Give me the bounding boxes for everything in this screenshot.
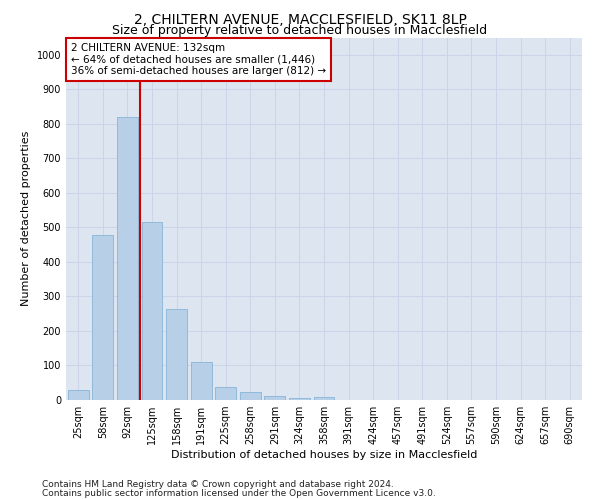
Bar	[191, 362, 212, 400]
Bar	[68, 390, 89, 400]
X-axis label: Distribution of detached houses by size in Macclesfield: Distribution of detached houses by size …	[171, 450, 477, 460]
Bar	[314, 397, 334, 400]
Bar	[142, 222, 163, 400]
Bar	[117, 117, 138, 400]
Text: Size of property relative to detached houses in Macclesfield: Size of property relative to detached ho…	[112, 24, 488, 37]
Y-axis label: Number of detached properties: Number of detached properties	[21, 131, 31, 306]
Bar	[92, 235, 113, 400]
Bar	[240, 392, 261, 400]
Bar	[215, 387, 236, 400]
Text: 2, CHILTERN AVENUE, MACCLESFIELD, SK11 8LP: 2, CHILTERN AVENUE, MACCLESFIELD, SK11 8…	[134, 12, 466, 26]
Bar	[265, 396, 286, 400]
Bar	[289, 398, 310, 400]
Text: Contains public sector information licensed under the Open Government Licence v3: Contains public sector information licen…	[42, 489, 436, 498]
Text: 2 CHILTERN AVENUE: 132sqm
← 64% of detached houses are smaller (1,446)
36% of se: 2 CHILTERN AVENUE: 132sqm ← 64% of detac…	[71, 43, 326, 76]
Text: Contains HM Land Registry data © Crown copyright and database right 2024.: Contains HM Land Registry data © Crown c…	[42, 480, 394, 489]
Bar	[166, 308, 187, 400]
